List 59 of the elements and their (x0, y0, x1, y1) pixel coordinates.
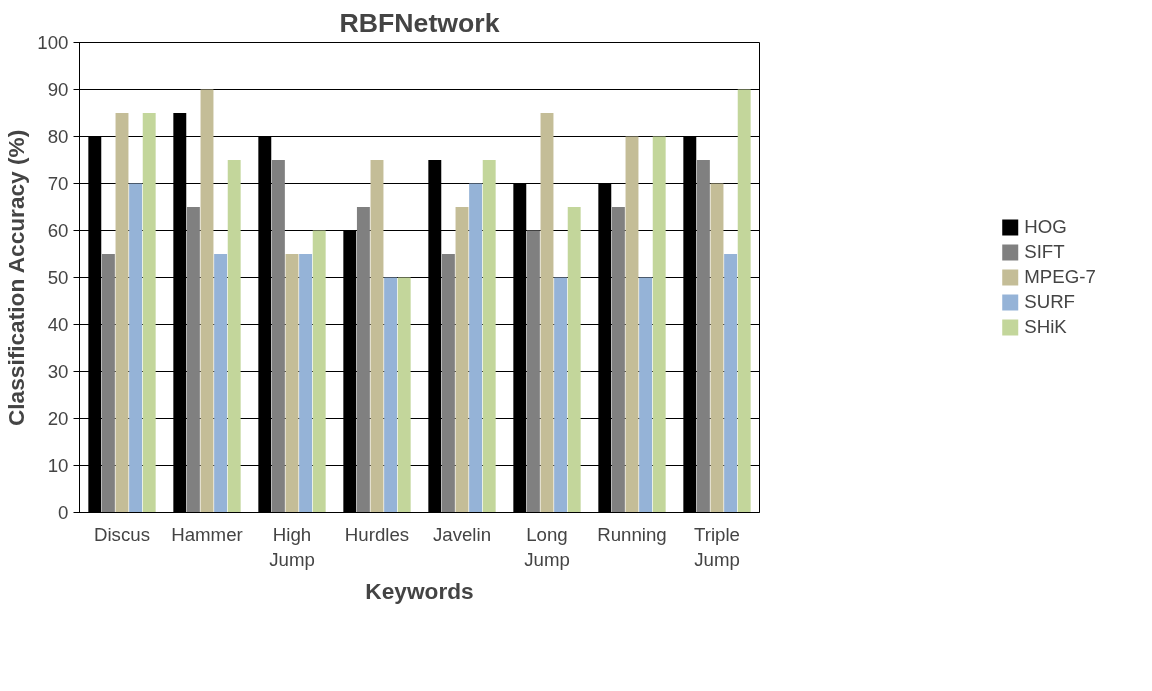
bar (101, 254, 115, 513)
bar (397, 277, 411, 513)
bar (554, 277, 568, 513)
legend-label: SURF (1024, 291, 1076, 313)
bar (652, 136, 666, 513)
bar (129, 183, 143, 513)
bar (271, 160, 285, 513)
bar (115, 113, 129, 513)
y-tick-label: 10 (47, 455, 69, 476)
bar (227, 160, 241, 513)
x-tick-label: Running (597, 523, 667, 545)
bar (696, 160, 710, 513)
y-tick-label: 100 (37, 32, 69, 53)
bar (370, 160, 384, 513)
x-tick-label: Hurdles (344, 523, 410, 545)
bar (441, 254, 455, 513)
bar (384, 277, 398, 513)
bar (639, 277, 653, 513)
bar (710, 183, 724, 513)
bar (455, 207, 469, 513)
x-tick-label: Javelin (432, 523, 492, 545)
legend-label: HOG (1024, 216, 1067, 238)
y-tick-label: 60 (47, 220, 69, 241)
y-tick-label: 70 (47, 173, 69, 194)
bar (526, 230, 540, 513)
bar (200, 89, 214, 513)
bar (737, 89, 751, 513)
bar (611, 207, 625, 513)
bar (299, 254, 313, 513)
x-tick-label: Long Jump (524, 523, 570, 570)
legend-label: SIFT (1024, 241, 1065, 263)
bar (724, 254, 738, 513)
y-tick-label: 30 (47, 361, 69, 382)
y-tick-label: 80 (47, 126, 69, 147)
y-tick-label: 0 (58, 502, 69, 523)
bar (469, 183, 483, 513)
x-tick-label: Triple Jump (694, 523, 740, 570)
bar (567, 207, 581, 513)
x-axis-title: Keywords (365, 577, 474, 604)
chart-title: RBFNetwork (339, 7, 500, 38)
bar (482, 160, 496, 513)
bar (356, 207, 370, 513)
y-tick-label: 50 (47, 267, 69, 288)
y-tick-label: 20 (47, 408, 69, 429)
x-tick-label: High Jump (269, 523, 315, 570)
y-tick-label: 90 (47, 79, 69, 100)
x-tick-label: Discus (94, 523, 150, 545)
bar (214, 254, 228, 513)
x-tick-label: Hammer (171, 523, 243, 545)
bar (186, 207, 200, 513)
bar (285, 254, 299, 513)
legend-label: SHiK (1024, 316, 1067, 338)
legend-label: MPEG-7 (1024, 266, 1096, 288)
bar (142, 113, 156, 513)
bar (540, 113, 554, 513)
bar (312, 230, 326, 513)
y-tick-label: 40 (47, 314, 69, 335)
y-axis-title: Classification Accuracy (%) (3, 129, 30, 427)
bar (625, 136, 639, 513)
